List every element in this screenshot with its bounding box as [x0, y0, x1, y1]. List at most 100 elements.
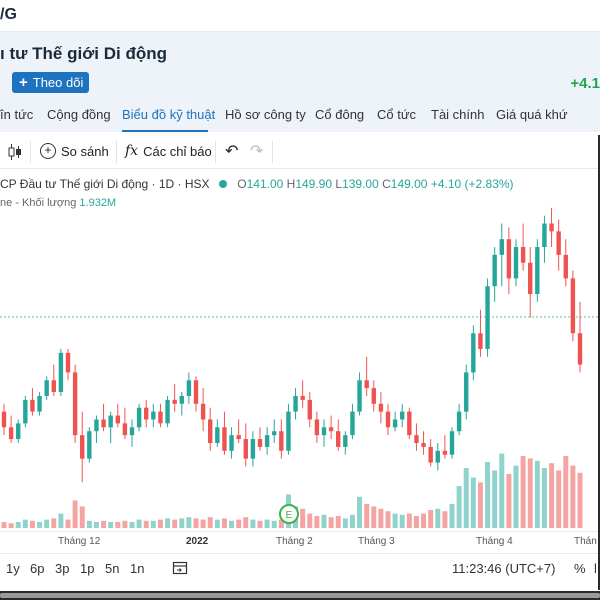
ticker-label: /G: [0, 6, 17, 23]
candle: [456, 403, 462, 436]
candle-body: [570, 278, 576, 334]
candle: [549, 207, 554, 248]
earnings-marker-circle: [279, 504, 299, 524]
volume-bar: [349, 514, 355, 528]
candle: [513, 239, 519, 287]
range-1y[interactable]: 1y: [6, 561, 20, 576]
follow-button[interactable]: + Theo dõi: [12, 72, 90, 93]
stock-tabs: în tức Cộng đồng Biểu đồ kỹ thuật Hồ sơ …: [0, 105, 600, 132]
volume-bar: [506, 474, 512, 528]
candle: [428, 439, 433, 467]
candle-body: [222, 427, 227, 451]
candle-body: [350, 411, 355, 436]
candle: [350, 403, 355, 440]
volume-bar: [413, 516, 419, 528]
candle: [151, 403, 156, 428]
candle-body: [506, 239, 512, 279]
candle: [158, 403, 163, 428]
candle: [407, 407, 412, 440]
volume-bar: [406, 513, 412, 528]
range-1d[interactable]: 1n: [130, 561, 145, 576]
tab-news[interactable]: în tức: [0, 107, 34, 122]
volume-bar: [257, 520, 263, 528]
range-5d[interactable]: 5n: [105, 561, 120, 576]
range-1m[interactable]: 1p: [80, 561, 95, 576]
candle-body: [94, 419, 99, 432]
candle: [414, 423, 419, 451]
candle-body: [80, 435, 85, 459]
volume-bar: [221, 518, 227, 528]
scrollbar-thumb[interactable]: [0, 593, 600, 598]
company-name: ı tư Thế giới Di động: [0, 44, 167, 63]
volume-bar: [1, 522, 7, 528]
candle-body: [336, 431, 341, 447]
indicators-button[interactable]: fx Các chỉ báo: [125, 143, 212, 159]
volume-bar: [549, 463, 555, 528]
candle-body: [72, 372, 78, 436]
volume-legend: ne - Khối lượng 1.932M: [0, 197, 116, 209]
tab-dividends[interactable]: Cổ tức: [377, 107, 417, 122]
candle: [556, 219, 561, 271]
volume-bar: [442, 511, 448, 528]
undo-icon[interactable]: ↶: [225, 143, 239, 160]
tab-community[interactable]: Cộng đồng: [47, 107, 111, 122]
volume-bar: [541, 468, 547, 528]
tab-price-history[interactable]: Giá quá khứ: [496, 107, 568, 122]
volume-bar: [385, 511, 391, 528]
candle: [293, 388, 298, 420]
range-6m[interactable]: 6p: [30, 561, 45, 576]
candle: [51, 364, 56, 396]
candle: [193, 376, 199, 412]
percent-toggle[interactable]: %: [574, 561, 586, 576]
high-label: H: [286, 177, 296, 191]
candle-body: [300, 395, 305, 400]
volume-bar: [264, 519, 270, 528]
earnings-marker[interactable]: E: [279, 504, 299, 524]
price-chart[interactable]: E: [0, 170, 598, 531]
volume-bar: [300, 508, 306, 528]
candle: [264, 427, 270, 455]
candle-body: [172, 399, 177, 404]
legend-exchange: HSX: [184, 177, 210, 191]
tab-financials[interactable]: Tài chính: [431, 107, 485, 122]
candle: [336, 419, 341, 451]
range-3m[interactable]: 3p: [55, 561, 70, 576]
redo-icon[interactable]: ↷: [250, 143, 264, 160]
volume-bar: [271, 520, 277, 528]
date-range-icon[interactable]: [172, 560, 188, 579]
candle-body: [37, 395, 42, 412]
candle: [378, 392, 384, 424]
horizontal-scrollbar[interactable]: [0, 591, 600, 600]
volume-bar: [342, 518, 348, 528]
legend-close: 149.00: [390, 177, 428, 191]
candle: [208, 407, 213, 451]
volume-bar: [278, 519, 284, 528]
x-tick-label: Tháng 4: [476, 536, 513, 547]
clock-time: 11:23:46 (UTC+7): [452, 561, 556, 576]
compare-button[interactable]: + So sánh: [40, 143, 109, 159]
candle: [492, 247, 497, 302]
candle: [172, 384, 177, 412]
candle: [535, 239, 540, 302]
log-toggle[interactable]: l: [594, 561, 597, 576]
tab-shareholders[interactable]: Cổ đông: [315, 107, 365, 122]
toolbar-separator: [30, 141, 31, 163]
candle-body: [328, 427, 334, 432]
x-axis: Tháng 12 2022 Tháng 2 Tháng 3 Tháng 4 Th…: [0, 531, 600, 549]
candle: [179, 392, 184, 416]
tab-technical-chart[interactable]: Biểu đồ kỹ thuật: [122, 107, 216, 122]
candle-body: [520, 247, 526, 263]
candle-type-button[interactable]: [8, 143, 22, 161]
candle-body: [577, 333, 583, 365]
volume-bar: [200, 519, 206, 528]
tab-company-profile[interactable]: Hồ sơ công ty: [225, 107, 306, 122]
x-tick-label: Tháng 12: [58, 536, 101, 547]
candle: [563, 239, 568, 287]
candle: [44, 376, 49, 400]
candle-body: [179, 395, 184, 404]
volume-bar: [186, 517, 192, 528]
legend-low: 139.00: [342, 177, 379, 191]
candle-body: [307, 399, 312, 420]
volume-bar: [520, 456, 526, 528]
panel-border: [598, 135, 600, 590]
